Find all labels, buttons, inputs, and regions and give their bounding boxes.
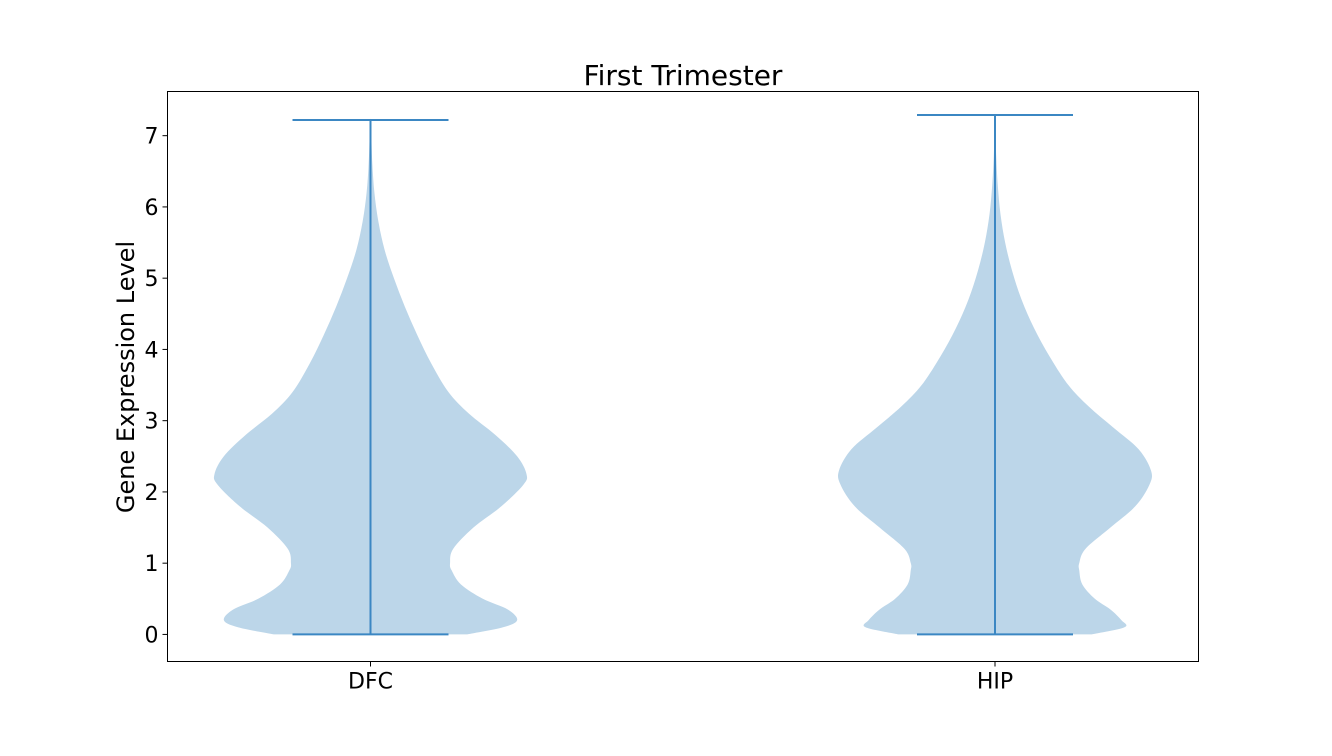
y-axis-label: Gene Expression Level	[112, 241, 140, 513]
y-tick-label: 6	[145, 196, 159, 221]
y-tick-label: 7	[145, 125, 159, 150]
y-tick-label: 4	[145, 338, 159, 363]
chart-title: First Trimester	[584, 59, 783, 92]
violins-group	[213, 112, 1152, 636]
plot-area-frame	[167, 91, 1199, 662]
y-tick-label: 2	[145, 481, 159, 506]
y-tick-label: 0	[145, 623, 159, 648]
y-axis: 0 1 2 3 4 5 6 7	[145, 125, 168, 648]
x-tick-label: HIP	[977, 670, 1013, 695]
x-tick-label: DFC	[348, 670, 393, 695]
y-tick-label: 1	[145, 552, 159, 577]
y-tick-label: 3	[145, 410, 159, 435]
y-tick-label: 5	[145, 267, 159, 292]
x-axis: DFC HIP	[348, 661, 1013, 695]
